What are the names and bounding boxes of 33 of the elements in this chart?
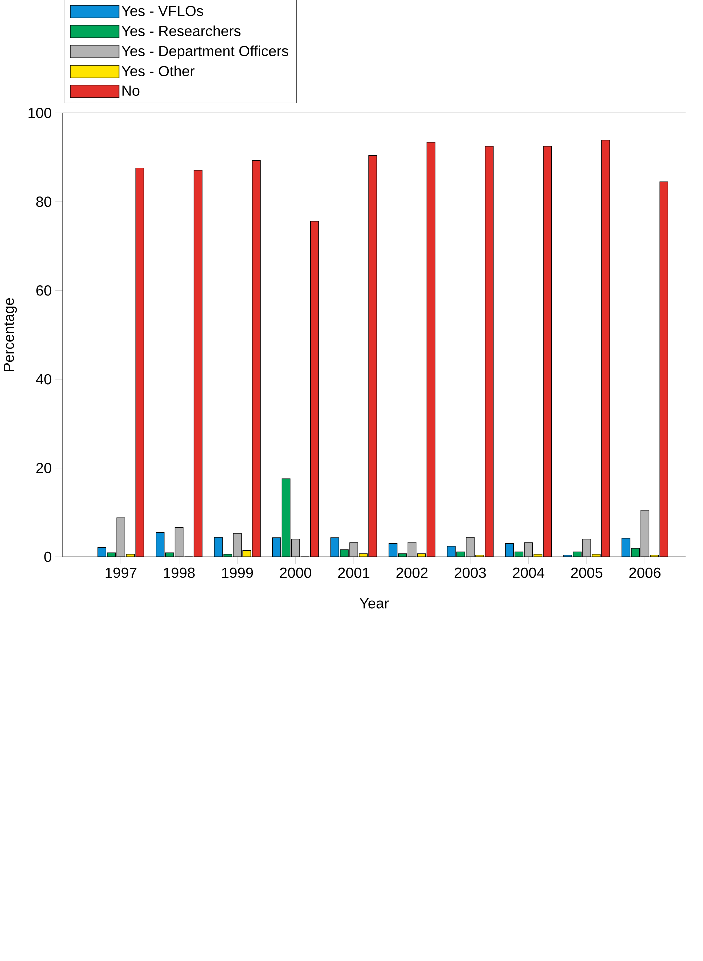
x-tick-label: 2004 bbox=[513, 568, 545, 578]
bar bbox=[194, 170, 203, 558]
legend-label: Yes - VFLOs bbox=[122, 6, 204, 16]
x-tick-label: 2003 bbox=[455, 568, 486, 578]
y-tick-label: 40 bbox=[36, 374, 52, 385]
x-tick-label: 1999 bbox=[222, 568, 254, 578]
x-tick-label: 1998 bbox=[164, 568, 196, 578]
bar bbox=[310, 222, 319, 558]
bar bbox=[252, 160, 261, 558]
x-tick-label: 2002 bbox=[396, 568, 428, 578]
y-tick-label: 80 bbox=[36, 196, 52, 208]
x-tick-label: 1997 bbox=[106, 568, 137, 578]
legend-label: Yes - Other bbox=[122, 66, 195, 77]
bar bbox=[602, 140, 610, 558]
legend-label: Yes - Researchers bbox=[122, 26, 241, 36]
y-tick-label: 20 bbox=[36, 463, 52, 474]
x-axis-title: Year bbox=[360, 598, 390, 609]
legend-label: Yes - Department Officers bbox=[122, 46, 289, 60]
bar bbox=[427, 142, 436, 558]
x-tick-label: 2000 bbox=[280, 568, 312, 578]
y-tick-label: 0 bbox=[44, 552, 52, 562]
y-tick-label: 100 bbox=[28, 108, 52, 118]
legend-label: No bbox=[122, 86, 140, 96]
y-tick-label: 60 bbox=[36, 286, 52, 296]
bar bbox=[486, 146, 494, 558]
bar bbox=[660, 182, 669, 558]
x-tick-label: 2006 bbox=[630, 568, 661, 578]
bar bbox=[544, 146, 552, 558]
x-tick-label: 2001 bbox=[338, 568, 370, 578]
x-tick-label: 2005 bbox=[572, 568, 603, 578]
bar bbox=[136, 168, 144, 558]
bar bbox=[369, 156, 378, 558]
y-axis-title: Percentage bbox=[4, 298, 18, 372]
